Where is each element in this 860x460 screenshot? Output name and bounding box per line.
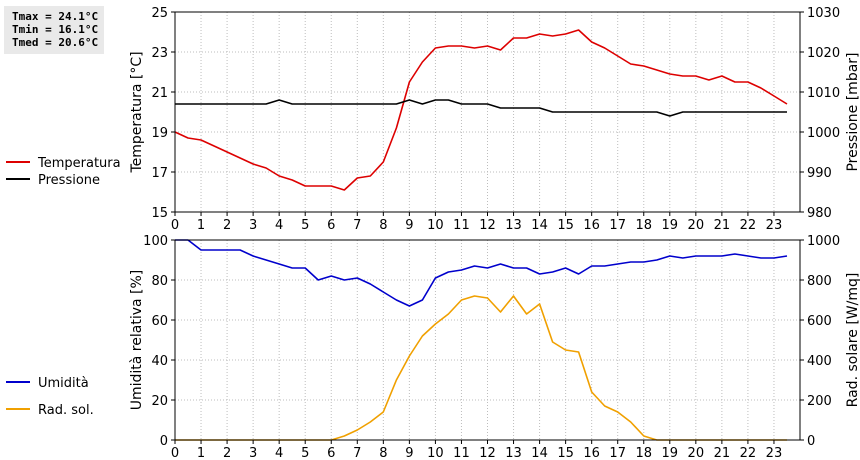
tmed-text: Tmed = 20.6°C bbox=[12, 36, 99, 49]
x-tick-label: 23 bbox=[766, 218, 783, 233]
y2-axis-label: Rad. solare [W/mq] bbox=[845, 273, 860, 408]
series-line-1-1 bbox=[175, 295, 787, 441]
x-tick-label: 9 bbox=[405, 446, 413, 460]
x-tick-label: 10 bbox=[427, 218, 444, 233]
x-tick-label: 23 bbox=[766, 446, 783, 460]
series-line-0-1 bbox=[175, 99, 787, 117]
y-tick-label: 25 bbox=[151, 6, 168, 21]
y-tick-label: 19 bbox=[151, 126, 168, 141]
y-axis-label: Temperatura [°C] bbox=[129, 51, 145, 173]
x-tick-label: 15 bbox=[557, 218, 574, 233]
x-tick-label: 8 bbox=[379, 218, 387, 233]
x-tick-label: 15 bbox=[557, 446, 574, 460]
x-tick-label: 18 bbox=[635, 446, 652, 460]
x-tick-label: 11 bbox=[453, 446, 470, 460]
y2-tick-label: 600 bbox=[807, 314, 832, 329]
x-tick-label: 12 bbox=[479, 218, 496, 233]
series-line-0-0 bbox=[174, 29, 788, 191]
x-tick-label: 22 bbox=[740, 446, 757, 460]
x-tick-label: 14 bbox=[531, 218, 548, 233]
y2-tick-label: 1000 bbox=[807, 234, 840, 249]
y2-tick-label: 1020 bbox=[807, 46, 840, 61]
x-tick-label: 19 bbox=[662, 218, 679, 233]
x-tick-label: 17 bbox=[609, 446, 626, 460]
x-tick-label: 6 bbox=[327, 446, 335, 460]
y-tick-label: 23 bbox=[151, 46, 168, 61]
stats-box: Tmax = 24.1°C Tmin = 16.1°C Tmed = 20.6°… bbox=[4, 6, 104, 54]
x-tick-label: 0 bbox=[171, 218, 179, 233]
x-tick-label: 6 bbox=[327, 218, 335, 233]
y2-tick-label: 200 bbox=[807, 394, 832, 409]
x-tick-label: 2 bbox=[223, 218, 231, 233]
x-tick-label: 12 bbox=[479, 446, 496, 460]
x-tick-label: 7 bbox=[353, 218, 361, 233]
x-tick-label: 21 bbox=[714, 446, 731, 460]
y2-tick-label: 800 bbox=[807, 274, 832, 289]
y2-axis-label: Pressione [mbar] bbox=[845, 52, 860, 171]
x-tick-label: 21 bbox=[714, 218, 731, 233]
y-tick-label: 40 bbox=[151, 354, 168, 369]
x-tick-label: 0 bbox=[171, 446, 179, 460]
x-tick-label: 20 bbox=[688, 218, 705, 233]
x-tick-label: 14 bbox=[531, 446, 548, 460]
x-tick-label: 1 bbox=[197, 446, 205, 460]
x-tick-label: 7 bbox=[353, 446, 361, 460]
x-tick-label: 22 bbox=[740, 218, 757, 233]
temperature-pressure-chart: 0 1 2 3 4 5 6 7 8 9 10 11 12 13 14 15 16 17 18 19 20 21 22 2315… bbox=[6, 6, 860, 233]
x-tick-label: 4 bbox=[275, 446, 283, 460]
series-line-1-0 bbox=[175, 239, 788, 307]
x-tick-label: 5 bbox=[301, 446, 309, 460]
x-tick-label: 3 bbox=[249, 218, 257, 233]
y2-tick-label: 980 bbox=[807, 206, 832, 221]
y-tick-label: 0 bbox=[160, 434, 168, 449]
x-tick-label: 4 bbox=[275, 218, 283, 233]
y-tick-label: 80 bbox=[151, 274, 168, 289]
x-tick-label: 2 bbox=[223, 446, 231, 460]
y-tick-label: 17 bbox=[151, 166, 168, 181]
x-tick-label: 13 bbox=[505, 218, 522, 233]
y-tick-label: 15 bbox=[151, 206, 168, 221]
x-tick-label: 20 bbox=[688, 446, 705, 460]
y2-tick-label: 990 bbox=[807, 166, 832, 181]
x-tick-label: 17 bbox=[609, 218, 626, 233]
y-tick-label: 100 bbox=[143, 234, 168, 249]
y-axis-label: Umidità relativa [%] bbox=[129, 270, 145, 411]
x-tick-label: 16 bbox=[583, 218, 600, 233]
humidity-radiation-chart: 0 1 2 3 4 5 6 7 8 9 10 11 12 13 14 15 16 17 18 19 20 21 22 2302… bbox=[6, 234, 860, 460]
x-tick-label: 9 bbox=[405, 218, 413, 233]
tmin-text: Tmin = 16.1°C bbox=[12, 23, 99, 36]
y2-tick-label: 1010 bbox=[807, 86, 840, 101]
y2-tick-label: 400 bbox=[807, 354, 832, 369]
tmax-text: Tmax = 24.1°C bbox=[12, 10, 99, 23]
x-tick-label: 16 bbox=[583, 446, 600, 460]
x-tick-label: 19 bbox=[662, 446, 679, 460]
y-tick-label: 60 bbox=[151, 314, 168, 329]
legend-entry-0-1: Pressione bbox=[38, 173, 100, 188]
x-tick-label: 18 bbox=[635, 218, 652, 233]
y2-tick-label: 1000 bbox=[807, 126, 840, 141]
x-tick-label: 11 bbox=[453, 218, 470, 233]
x-tick-label: 10 bbox=[427, 446, 444, 460]
legend-entry-0-0: Temperatura bbox=[37, 156, 121, 171]
y2-tick-label: 1030 bbox=[807, 6, 840, 21]
y2-tick-label: 0 bbox=[807, 434, 815, 449]
x-tick-label: 8 bbox=[379, 446, 387, 460]
x-tick-label: 3 bbox=[249, 446, 257, 460]
y-tick-label: 21 bbox=[151, 86, 168, 101]
legend-entry-1-0: Umidità bbox=[38, 376, 89, 391]
x-tick-label: 13 bbox=[505, 446, 522, 460]
legend-entry-1-1: Rad. sol. bbox=[38, 403, 94, 418]
x-tick-label: 1 bbox=[197, 218, 205, 233]
x-tick-label: 5 bbox=[301, 218, 309, 233]
y-tick-label: 20 bbox=[151, 394, 168, 409]
